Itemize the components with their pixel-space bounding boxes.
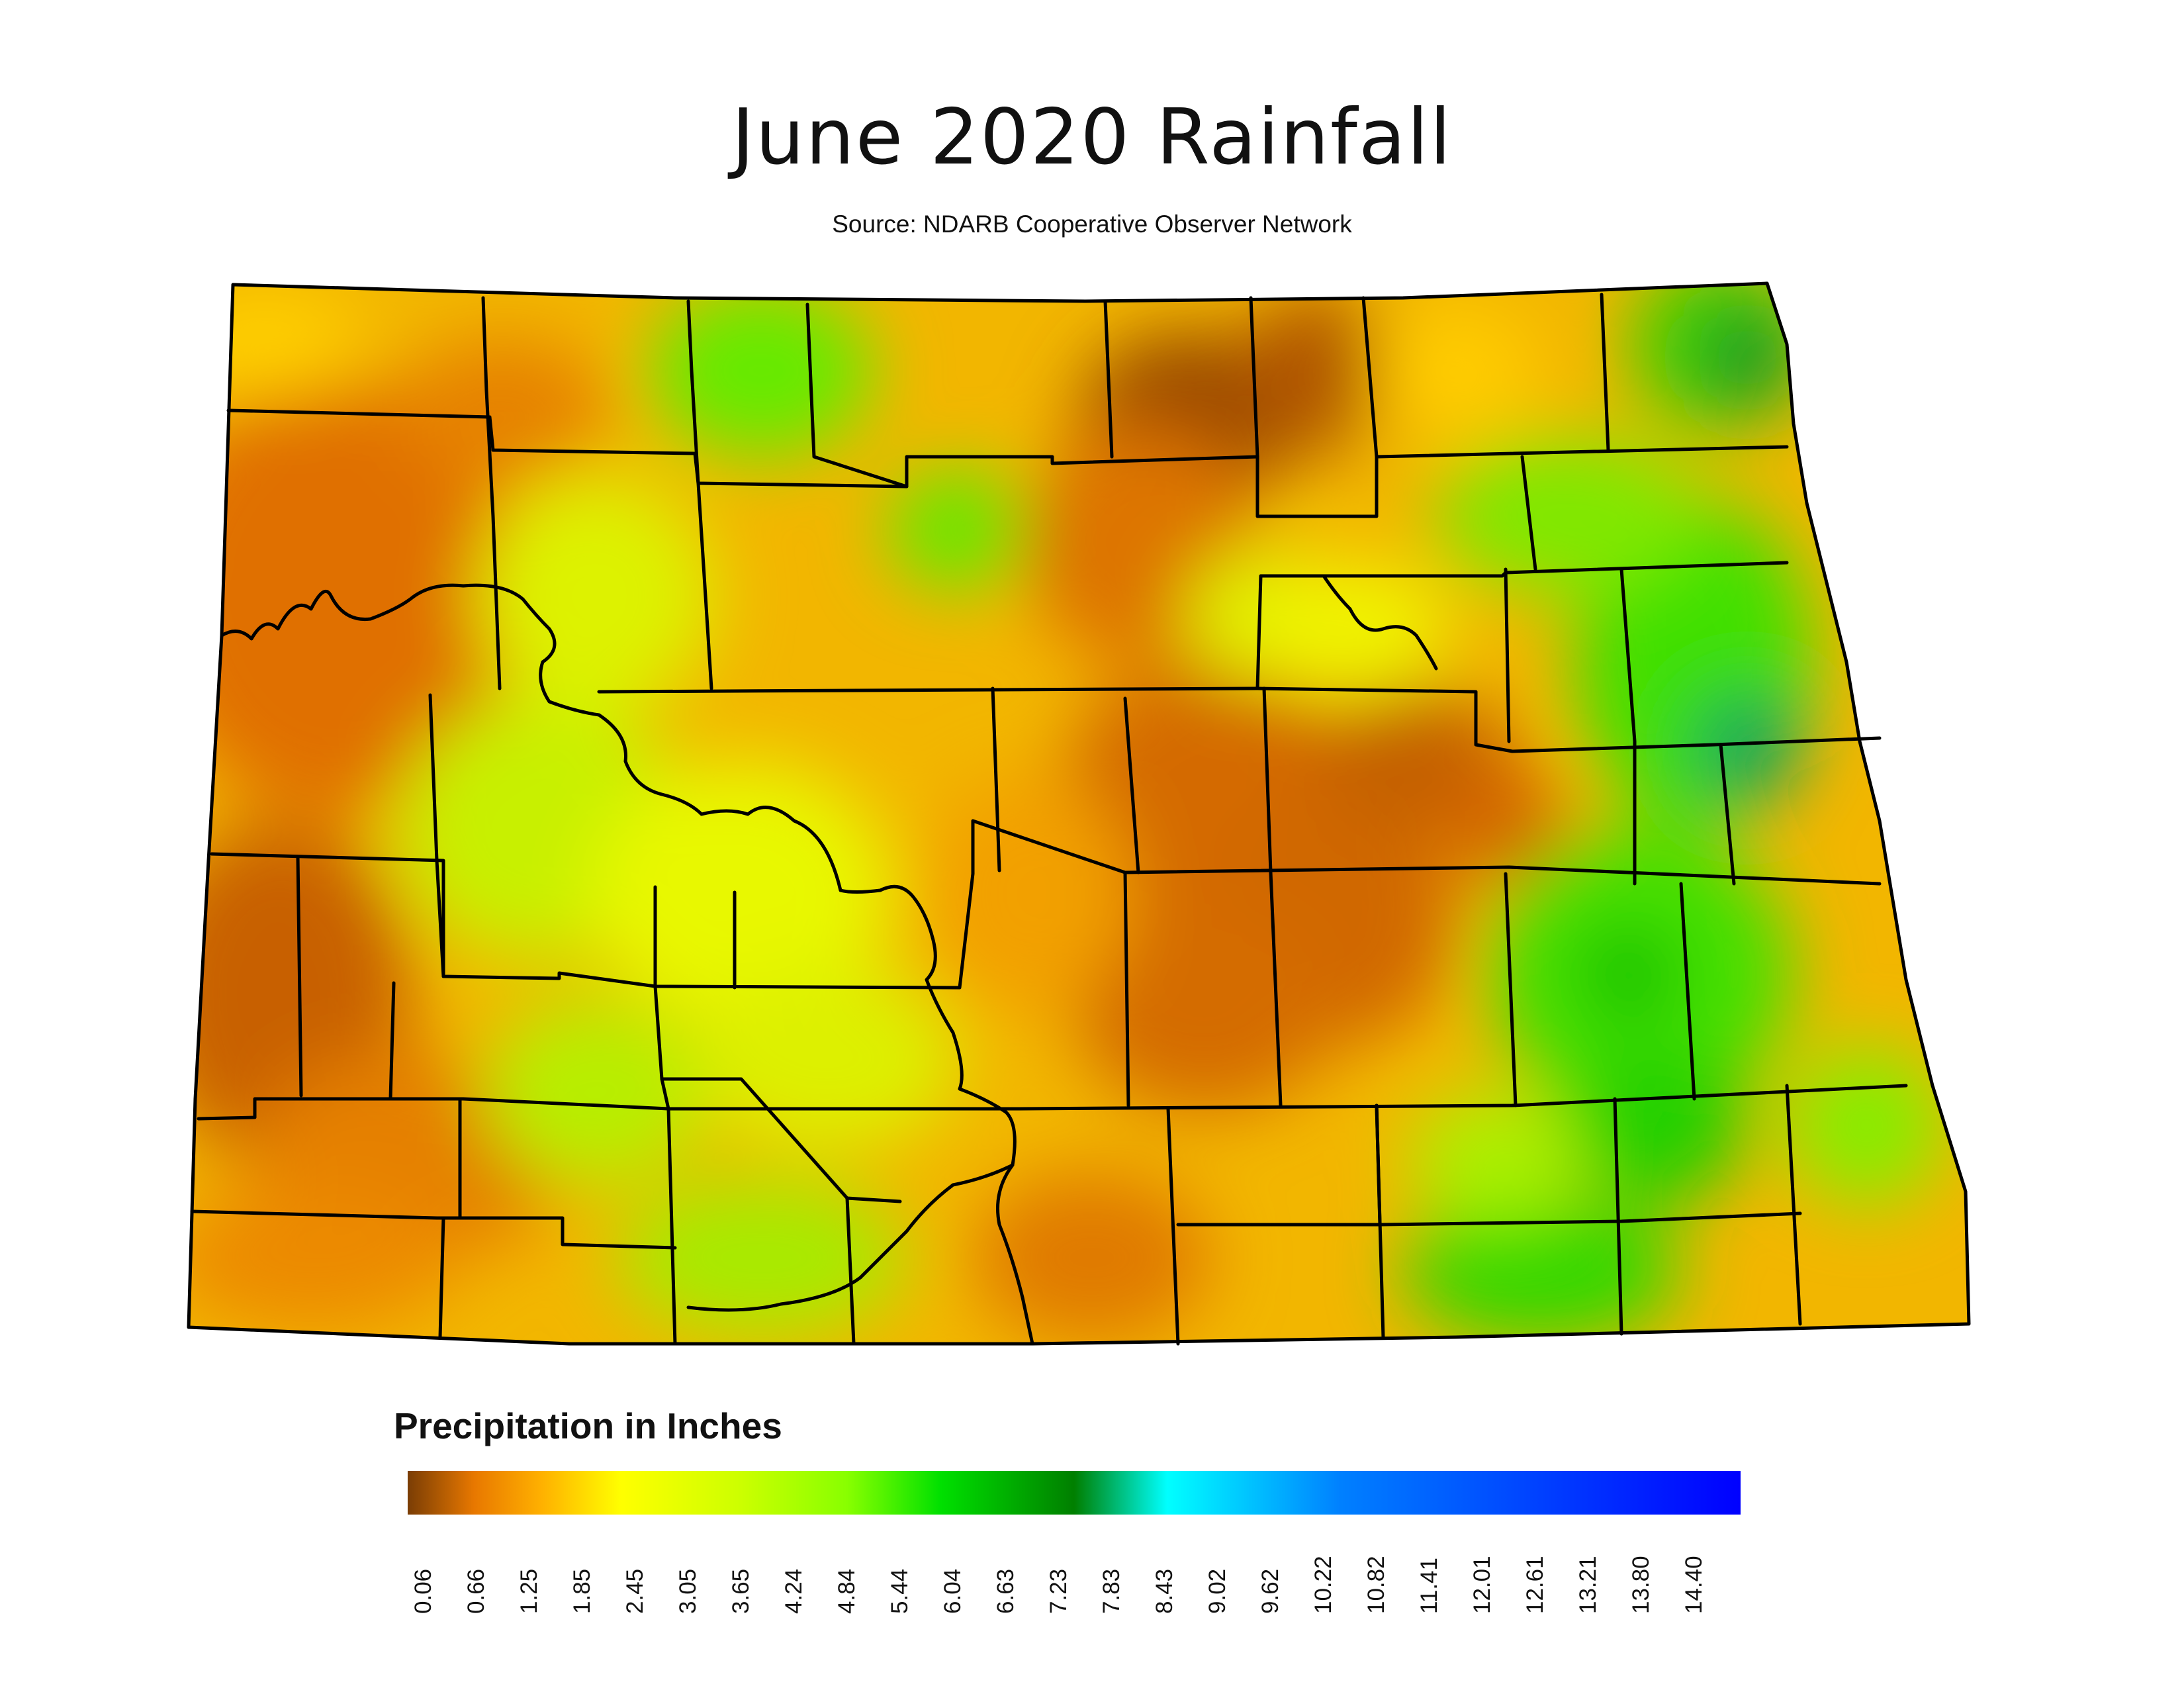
legend-tick-label: 5.44	[887, 1568, 913, 1614]
legend-tick-label: 1.85	[569, 1568, 595, 1614]
legend-tick-label: 9.02	[1205, 1568, 1230, 1614]
legend-tick-label: 11.41	[1416, 1558, 1442, 1614]
precipitation-field	[189, 283, 1969, 1344]
map-title: June 2020 Rainfall	[731, 93, 1453, 182]
legend-color-bar	[408, 1471, 1741, 1515]
legend-tick-label: 8.43	[1152, 1568, 1177, 1614]
legend-tick-label: 13.21	[1575, 1556, 1601, 1614]
legend-tick-label: 9.62	[1257, 1568, 1283, 1614]
map-subtitle: Source: NDARB Cooperative Observer Netwo…	[832, 211, 1352, 238]
legend-tick-label: 12.61	[1522, 1556, 1548, 1614]
legend-tick-label: 2.45	[622, 1568, 648, 1614]
legend-tick-label: 3.65	[728, 1568, 754, 1614]
legend-tick-label: 7.83	[1099, 1568, 1124, 1614]
county-boundaries	[187, 281, 1971, 1346]
legend-tick-label: 13.80	[1628, 1556, 1654, 1614]
legend-tick-label: 10.82	[1363, 1556, 1389, 1614]
legend-tick-label: 0.06	[410, 1568, 436, 1614]
legend-tick-label: 6.04	[940, 1568, 966, 1614]
legend-title: Precipitation in Inches	[394, 1405, 782, 1446]
rainfall-map	[187, 281, 1971, 1346]
legend-tick-label: 10.22	[1310, 1556, 1336, 1614]
legend-tick-label: 7.23	[1046, 1568, 1071, 1614]
legend-tick-label: 4.84	[834, 1568, 860, 1614]
legend-tick-label: 4.24	[781, 1568, 807, 1614]
legend-tick-label: 1.25	[516, 1568, 542, 1614]
legend-tick-label: 3.05	[675, 1568, 701, 1614]
legend-tick-label: 0.66	[463, 1568, 489, 1614]
legend-tick-label: 14.40	[1681, 1556, 1707, 1614]
legend-tick-label: 12.01	[1469, 1556, 1495, 1614]
legend-tick-label: 6.63	[993, 1568, 1019, 1614]
